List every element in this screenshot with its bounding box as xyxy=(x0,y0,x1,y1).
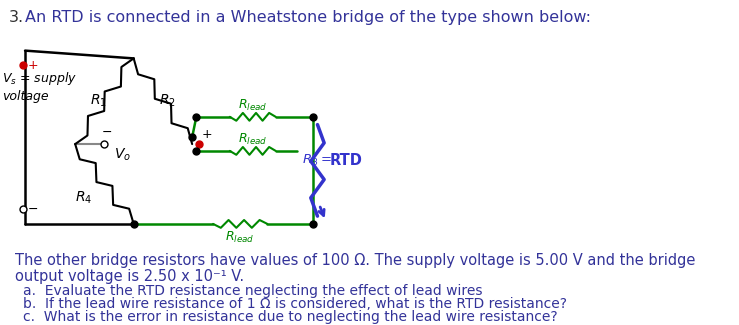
Text: −: − xyxy=(102,126,112,139)
Text: −: − xyxy=(27,203,38,216)
Text: $R_3 =$: $R_3 =$ xyxy=(302,153,332,168)
Text: $R_{lead}$: $R_{lead}$ xyxy=(225,230,255,245)
Text: $V_o$: $V_o$ xyxy=(115,147,132,163)
Text: RTD: RTD xyxy=(329,153,362,168)
Text: $V_s$ = supply
voltage: $V_s$ = supply voltage xyxy=(1,70,77,103)
Text: $R_{lead}$: $R_{lead}$ xyxy=(238,98,268,113)
Text: An RTD is connected in a Wheatstone bridge of the type shown below:: An RTD is connected in a Wheatstone brid… xyxy=(25,10,591,25)
Text: c.  What is the error in resistance due to neglecting the lead wire resistance?: c. What is the error in resistance due t… xyxy=(24,310,558,324)
Text: output voltage is 2.50 x 10⁻¹ V.: output voltage is 2.50 x 10⁻¹ V. xyxy=(15,269,244,284)
Text: 3.: 3. xyxy=(8,10,24,25)
Text: $R_4$: $R_4$ xyxy=(75,189,92,206)
Text: b.  If the lead wire resistance of 1 Ω is considered, what is the RTD resistance: b. If the lead wire resistance of 1 Ω is… xyxy=(24,297,568,311)
Text: $R_2$: $R_2$ xyxy=(159,93,176,110)
Text: +: + xyxy=(27,59,38,72)
Text: $R_1$: $R_1$ xyxy=(90,93,107,110)
Text: The other bridge resistors have values of 100 Ω. The supply voltage is 5.00 V an: The other bridge resistors have values o… xyxy=(15,253,695,268)
Text: +: + xyxy=(202,128,213,141)
Text: $R_{lead}$: $R_{lead}$ xyxy=(238,132,268,147)
Text: a.  Evaluate the RTD resistance neglecting the effect of lead wires: a. Evaluate the RTD resistance neglectin… xyxy=(24,284,483,298)
